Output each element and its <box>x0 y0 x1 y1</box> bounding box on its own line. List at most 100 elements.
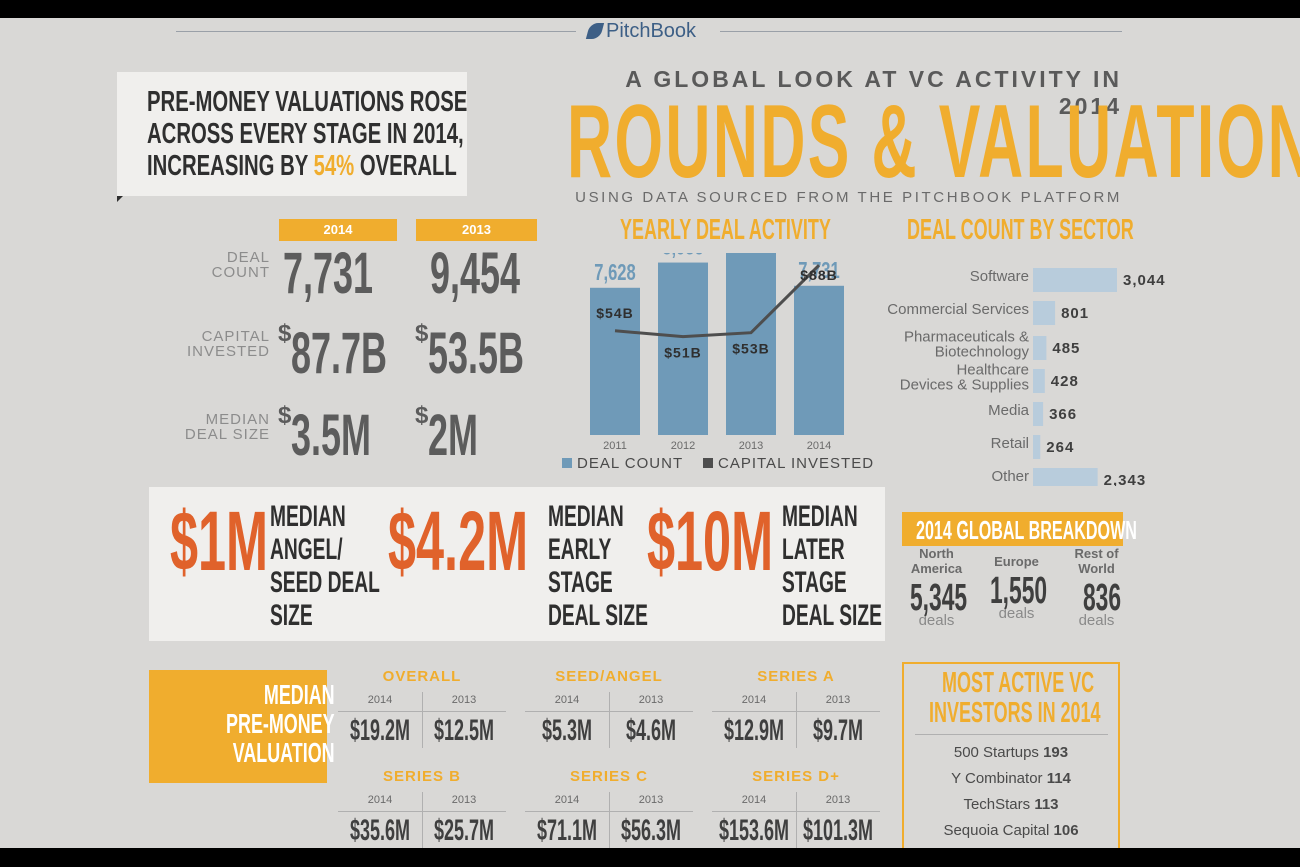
premoney-value-1: $5.3M <box>541 714 593 747</box>
sector-label-3: Healthcare Devices & Supplies <box>900 362 1029 394</box>
sector-label-6: Other <box>991 468 1029 485</box>
premoney-label: MEDIAN PRE-MONEY VALUATION <box>226 679 335 768</box>
sector-value-4: 366 <box>1049 406 1077 423</box>
legend-label-capital: CAPITAL INVESTED <box>718 455 874 472</box>
capital-label-2011: $54B <box>596 305 633 321</box>
premoney-group: SERIES A 2014 2013 $12.9M $9.7M <box>712 668 880 758</box>
deal-count-label-2012: 8,935 <box>662 253 703 260</box>
median-later-value: $10M <box>647 494 774 588</box>
deal-count-bar-2013 <box>726 253 776 435</box>
premoney-value-1: $71.1M <box>536 814 598 847</box>
year-tag-2013: 2013 <box>416 219 537 241</box>
capital-label-2013: $53B <box>732 341 769 357</box>
premoney-value-1: $19.2M <box>349 714 411 747</box>
premoney-group-name: SEED/ANGEL <box>555 668 663 685</box>
premoney-year-2: 2013 <box>825 694 851 706</box>
callout-text: PRE-MONEY VALUATIONS ROSE ACROSS EVERY S… <box>147 86 467 182</box>
premoney-divider-v <box>422 792 423 848</box>
deal-count-2014: 7,731 <box>283 241 373 306</box>
sector-label-4: Media <box>988 402 1030 419</box>
premoney-year-1: 2014 <box>741 694 767 706</box>
sector-chart: Software 3,044 Commercial Services 801 Pharm… <box>887 268 1165 486</box>
premoney-group-name: SERIES D+ <box>752 768 840 785</box>
premoney-year-1: 2014 <box>367 794 393 806</box>
premoney-group-name: SERIES B <box>382 768 462 785</box>
premoney-year-1: 2014 <box>741 794 767 806</box>
chart-title-yearly: YEARLY DEAL ACTIVITY <box>620 214 831 246</box>
investor-item: TechStars 113 <box>963 796 1059 813</box>
median-early-label: MEDIAN EARLY STAGE DEAL SIZE <box>548 500 648 632</box>
investors-box <box>902 662 1120 848</box>
sector-bar-1 <box>1033 301 1056 325</box>
sector-value-1: 801 <box>1061 305 1089 322</box>
legend-swatch-deal-count <box>562 458 572 468</box>
premoney-value-2: $9.7M <box>812 714 864 747</box>
capital-2014: $ 87.7B <box>278 320 388 386</box>
premoney-divider-v <box>422 692 423 748</box>
sector-value-3: 428 <box>1051 373 1079 390</box>
premoney-group: OVERALL 2014 2013 $19.2M $12.5M <box>338 668 506 758</box>
premoney-year-2: 2013 <box>825 794 851 806</box>
capital-invested-line <box>614 264 821 339</box>
premoney-value-1: $12.9M <box>723 714 785 747</box>
median-2014: $ 3.5M <box>278 402 372 468</box>
callout-line-2: ACROSS EVERY STAGE IN 2014, <box>147 118 464 150</box>
callout-line-1: PRE-MONEY VALUATIONS ROSE <box>147 86 468 118</box>
header-kicker: A GLOBAL LOOK AT VC ACTIVITY IN 2014 <box>625 66 1122 119</box>
sector-bar-0 <box>1033 268 1117 292</box>
premoney-value-2: $4.6M <box>625 714 677 747</box>
investors-title-2: INVESTORS IN 2014 <box>929 697 1101 729</box>
premoney-year-2: 2013 <box>451 794 477 806</box>
investor-item: Y Combinator 114 <box>951 770 1071 787</box>
premoney-group-name: SERIES A <box>757 668 835 685</box>
region-europe: Europe 1,550 deals <box>990 554 1048 622</box>
header-title: ROUNDS & VALUATIONS <box>567 84 1300 200</box>
premoney-divider-v <box>796 692 797 748</box>
x-tick-2014: 2014 <box>807 440 831 452</box>
premoney-year-1: 2014 <box>554 694 580 706</box>
top-rule-right <box>720 31 1122 32</box>
compare-label-median: MEDIAN DEAL SIZE <box>184 411 270 443</box>
sector-value-2: 485 <box>1052 340 1080 357</box>
investor-item: 500 Startups 193 <box>953 744 1069 761</box>
median-later-label: MEDIAN LATER STAGE DEAL SIZE <box>782 500 882 632</box>
deal-count-bar-2014 <box>794 285 844 435</box>
sector-value-5: 264 <box>1046 439 1074 456</box>
premoney-value-1: $153.6M <box>718 814 790 847</box>
premoney-value-2: $25.7M <box>433 814 495 847</box>
breakdown-header: 2014 GLOBAL BREAKDOWN <box>902 512 1137 546</box>
year-tag-2014: 2014 <box>279 219 397 241</box>
premoney-value-2: $56.3M <box>620 814 682 847</box>
premoney-divider-v <box>609 792 610 848</box>
premoney-group: SERIES D+ 2014 2013 $153.6M $101.3M <box>712 768 880 848</box>
region-north-america: North America 5,345 deals <box>910 546 968 629</box>
premoney-group: SERIES B 2014 2013 $35.6M $25.7M <box>338 768 506 848</box>
median-2013: $ 2M <box>415 402 479 468</box>
sector-bar-3 <box>1033 369 1045 393</box>
premoney-value-2: $101.3M <box>802 814 874 847</box>
chart-title-sector: DEAL COUNT BY SECTOR <box>907 214 1134 246</box>
sector-label-2: Pharmaceuticals & Biotechnology <box>904 329 1030 361</box>
callout-highlight: 54% <box>313 150 355 182</box>
capital-label-2012: $51B <box>664 345 701 361</box>
yearly-deal-chart: 7,62820118,93520129,45420137,7312014$54B… <box>562 253 874 472</box>
premoney-year-2: 2013 <box>638 694 664 706</box>
investors-list: 500 Startups 193 Y Combinator 114 TechSt… <box>904 740 1118 844</box>
deal-count-2013: 9,454 <box>430 241 520 306</box>
deal-count-bar-2011 <box>590 287 640 435</box>
pitchbook-logo: PitchBook <box>585 18 696 44</box>
sector-bar-5 <box>1033 435 1041 459</box>
median-angel-value: $1M <box>170 494 269 588</box>
leaf-icon <box>585 23 605 39</box>
compare-label-capital: CAPITAL INVESTED <box>186 328 270 360</box>
premoney-group-name: SERIES C <box>569 768 649 785</box>
median-angel-label: MEDIAN ANGEL/SEED DEAL SIZE <box>270 500 380 632</box>
sector-label-0: Software <box>970 268 1029 285</box>
premoney-group: SEED/ANGEL 2014 2013 $5.3M $4.6M <box>525 668 693 758</box>
premoney-year-1: 2014 <box>554 794 580 806</box>
capital-label-2014: $88B <box>800 267 837 283</box>
breakdown-title: 2014 GLOBAL BREAKDOWN <box>916 515 1137 545</box>
premoney-divider-v <box>796 792 797 848</box>
top-rule-left <box>176 31 576 32</box>
premoney-year-2: 2013 <box>638 794 664 806</box>
